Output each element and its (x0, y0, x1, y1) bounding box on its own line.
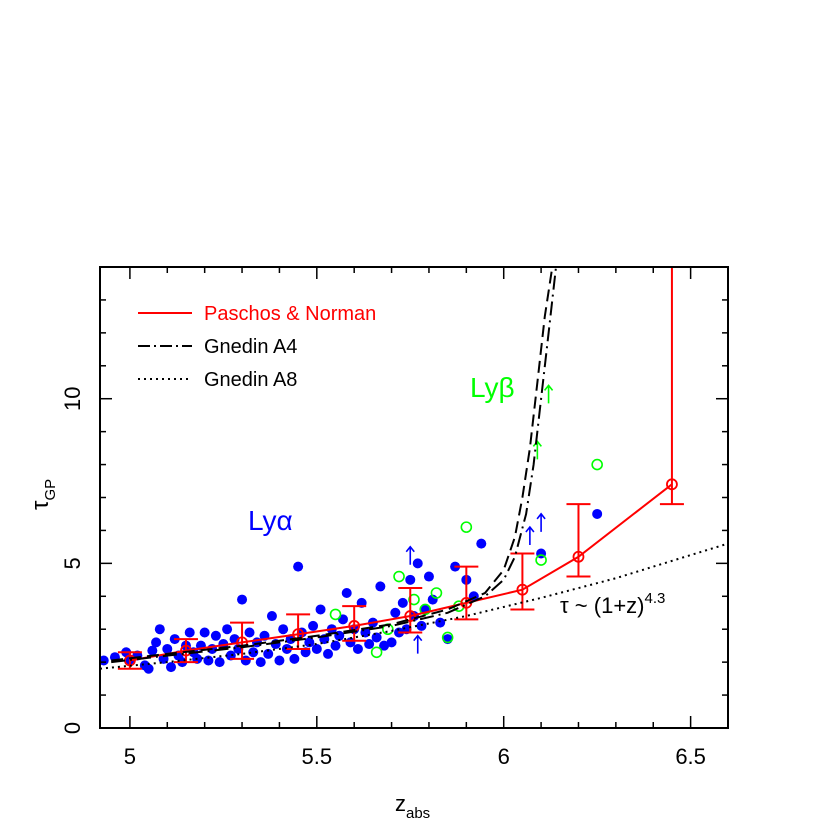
data-point-paschos-norman (666, 478, 678, 491)
data-point-lya (222, 624, 233, 635)
x-tick-label: 5.5 (302, 744, 333, 769)
data-point-lya (405, 574, 416, 585)
data-point-lyb (535, 554, 547, 566)
annotation-lya: Lyα (248, 505, 293, 536)
data-point-lya (162, 643, 173, 654)
data-point-lya (423, 571, 434, 582)
data-point-lya (214, 657, 225, 668)
data-point-lya (278, 624, 289, 635)
data-point-lya (100, 655, 109, 666)
y-tick-label: 5 (60, 557, 85, 569)
data-point-paschos-norman (404, 610, 417, 622)
data-point-lyb (329, 608, 342, 621)
data-point-lya (263, 648, 274, 659)
data-point-lya (147, 645, 158, 656)
legend-label-gnedin-a8: Gnedin A8 (204, 369, 297, 391)
y-tick-label: 0 (60, 722, 85, 734)
annotation-powerlaw-exp: 4.3 (645, 590, 666, 607)
series-line-gnedin-a4-second (111, 267, 554, 662)
data-point-lya (379, 640, 390, 651)
data-point-lya (244, 627, 255, 638)
data-point-lya (371, 632, 382, 643)
lower-limit-arrow (543, 384, 554, 404)
data-point-lya (151, 637, 162, 648)
data-point-lya (274, 655, 285, 666)
data-point-lya (166, 662, 177, 673)
data-point-paschos-norman (572, 550, 585, 563)
plot-area (100, 267, 728, 674)
data-point-lya (255, 657, 266, 668)
data-point-lya (352, 643, 363, 654)
data-point-lya (308, 620, 319, 631)
data-point-lyb (370, 646, 383, 659)
y-axis-label-main: τ (27, 500, 54, 510)
annotation-powerlaw: τ ~ (1+z)4.3 (560, 590, 665, 618)
data-point-lya (248, 647, 259, 658)
data-point-lya (266, 611, 277, 622)
annotation-powerlaw-base: τ ~ (1+z) (560, 593, 645, 618)
legend-label-paschos: Paschos & Norman (204, 303, 376, 325)
data-point-lyb (460, 521, 473, 533)
data-point-lya (476, 538, 487, 549)
data-point-lya (330, 640, 341, 651)
x-tick-label: 6 (498, 744, 510, 769)
lower-limit-arrow (525, 525, 535, 546)
data-point-lyb (393, 570, 405, 583)
data-point-lyb (408, 593, 420, 606)
y-axis-label: τGP (27, 479, 59, 510)
data-point-lya (592, 508, 603, 519)
data-point-lyb (441, 631, 454, 644)
lower-limit-arrow (413, 634, 423, 654)
data-point-lya (341, 587, 352, 598)
y-axis-label-sub: GP (42, 479, 59, 501)
data-point-lya (375, 581, 386, 592)
x-tick-label: 5 (124, 744, 136, 769)
data-point-lya (199, 627, 210, 638)
data-point-lya (315, 604, 326, 615)
data-point-lya (364, 639, 375, 650)
lower-limit-arrow (536, 512, 546, 532)
data-point-lya (397, 597, 408, 608)
data-point-lya (203, 655, 214, 666)
legend-label-gnedin-a4: Gnedin A4 (204, 336, 297, 358)
data-point-lya (412, 558, 423, 569)
annotation-lyb: Lyβ (470, 372, 515, 403)
x-axis-label-sub: abs (406, 805, 430, 822)
x-axis-label-main: z (395, 791, 406, 816)
data-point-lya (184, 627, 195, 638)
y-tick-label: 10 (60, 386, 85, 410)
data-point-lya (323, 648, 334, 659)
data-point-lya (304, 637, 315, 648)
data-layer (100, 267, 728, 674)
series-line-paschos-norman (129, 483, 673, 662)
data-point-lya (435, 617, 446, 628)
data-point-lyb (591, 458, 603, 471)
x-axis-label: zabs (395, 791, 430, 822)
lower-limit-arrow (405, 545, 415, 565)
x-tick-label: 6.5 (675, 744, 706, 769)
data-point-lya (289, 653, 300, 664)
data-point-paschos-norman (516, 583, 529, 596)
data-point-lyb (430, 587, 443, 599)
data-point-lya (311, 643, 322, 654)
data-point-lya (386, 637, 397, 648)
data-point-lya (237, 594, 248, 605)
data-point-lya (293, 561, 304, 572)
lower-limit-arrow (532, 440, 542, 460)
data-point-lya (143, 663, 154, 674)
data-point-lya (390, 607, 401, 618)
legend: Paschos & Norman Gnedin A4 Gnedin A8 (138, 303, 376, 391)
data-point-lya (210, 630, 221, 641)
series-line-gnedin-a4 (111, 267, 557, 664)
data-point-lya (154, 624, 165, 635)
ticks-layer: 5 5.5 6 6.5 0 5 10 (60, 266, 729, 769)
